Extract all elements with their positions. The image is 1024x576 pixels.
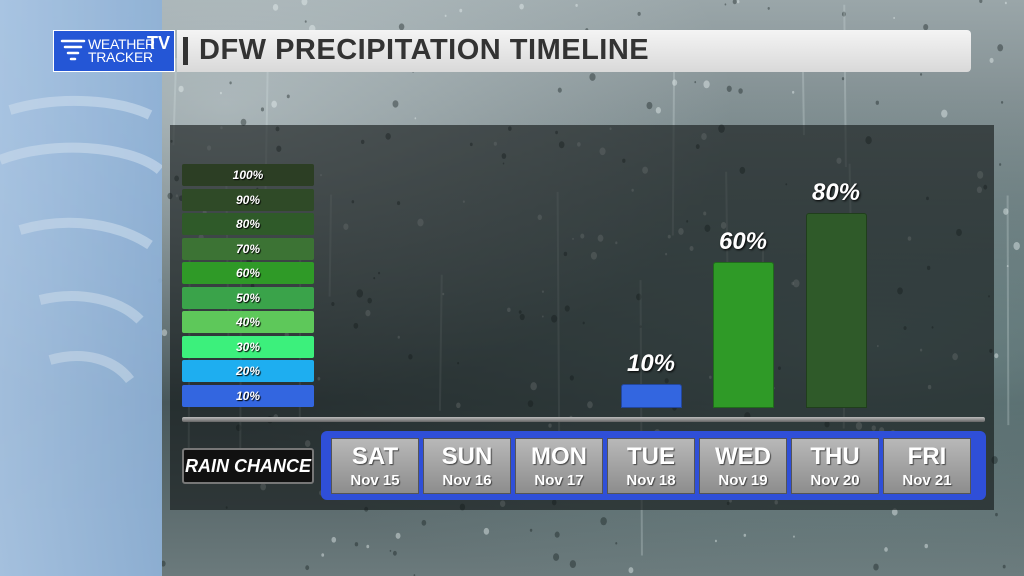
header: WEATHER TRACKER TV DFW PRECIPITATION TIME… (53, 30, 971, 72)
day-sat: SAT Nov 15 (331, 438, 419, 494)
day-strip: SAT Nov 15 SUN Nov 16 MON Nov 17 TUE Nov 18 WED N… (321, 431, 986, 500)
day-name: THU (810, 443, 860, 470)
day-sun: SUN Nov 16 (423, 438, 511, 494)
legend-item: 20% (182, 360, 314, 382)
bar-value-label: 80% (811, 178, 861, 206)
legend-item: 50% (182, 286, 314, 309)
logo-text: WEATHER TRACKER (88, 36, 155, 65)
title-bar: DFW PRECIPITATION TIMELINE (177, 30, 971, 72)
bar-value-label: 60% (718, 227, 768, 255)
day-date: Nov 15 (350, 472, 400, 489)
day-date: Nov 19 (718, 472, 768, 489)
weather-tracker-logo: WEATHER TRACKER TV (53, 30, 175, 72)
side-panel (0, 0, 162, 576)
legend-item: 30% (182, 335, 314, 358)
legend-item: 70% (182, 237, 314, 260)
rain-chance-label: RAIN CHANCE (182, 448, 314, 484)
bar-value-label: 10% (626, 349, 676, 377)
bar-tue (620, 383, 682, 408)
day-wed: WED Nov 19 (699, 438, 787, 494)
legend-item: 10% (182, 384, 314, 407)
title-separator (183, 37, 188, 65)
page-title: DFW PRECIPITATION TIMELINE (199, 34, 650, 66)
chart-baseline (182, 417, 985, 422)
legend-item: 60% (182, 262, 314, 284)
day-date: Nov 21 (902, 472, 952, 489)
day-thu: THU Nov 20 (791, 438, 879, 494)
legend-item: 90% (182, 188, 314, 211)
tornado-icon (60, 39, 86, 61)
day-name: WED (715, 443, 771, 470)
day-date: Nov 16 (442, 472, 492, 489)
day-name: MON (531, 443, 587, 470)
day-name: SAT (351, 443, 399, 470)
day-tue: TUE Nov 18 (607, 438, 695, 494)
day-date: Nov 17 (534, 472, 584, 489)
day-date: Nov 20 (810, 472, 860, 489)
day-mon: MON Nov 17 (515, 438, 603, 494)
logo-tv: TV (146, 33, 170, 53)
hurricane-swirl-icon (0, 95, 162, 384)
day-name: TUE (627, 443, 675, 470)
legend-item: 100% (182, 164, 314, 186)
bar-wed (712, 261, 774, 408)
bar-thu (805, 212, 867, 408)
day-name: SUN (441, 443, 493, 470)
day-date: Nov 18 (626, 472, 676, 489)
day-fri: FRI Nov 21 (883, 438, 971, 494)
legend-item: 40% (182, 311, 314, 333)
legend-item: 80% (182, 213, 314, 235)
day-name: FRI (907, 443, 947, 470)
